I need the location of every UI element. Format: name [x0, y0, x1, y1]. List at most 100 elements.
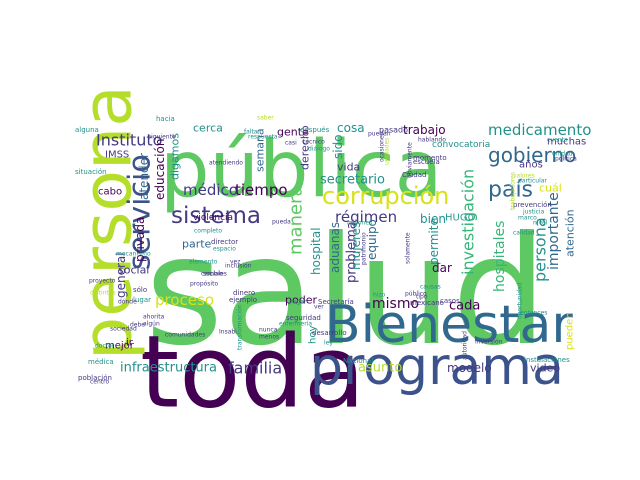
cloud-word: proyecto — [89, 278, 116, 285]
cloud-word: valores — [513, 173, 535, 180]
cloud-word: hacia — [156, 115, 175, 123]
cloud-word: poder — [285, 294, 317, 307]
cloud-word: lugar — [133, 296, 151, 304]
cloud-word: ver — [314, 304, 324, 311]
cloud-word: sociales — [203, 271, 227, 278]
cloud-word: tiempo — [235, 181, 288, 199]
cloud-word: privada — [133, 217, 147, 262]
cloud-word: violencia — [193, 213, 233, 223]
cloud-word: gobierno — [488, 143, 576, 167]
cloud-word: familia — [228, 359, 282, 378]
cloud-word: puedan — [368, 131, 391, 138]
cloud-word: asunto — [358, 361, 402, 376]
cloud-word: Secretaría — [318, 298, 354, 306]
cloud-word: pagar — [289, 299, 307, 306]
cloud-word: menos — [259, 334, 279, 341]
cloud-word: seguridad — [286, 314, 321, 322]
cloud-word: cuál — [539, 182, 562, 195]
cloud-word: derecho — [299, 125, 312, 170]
cloud-word: Bienestar — [325, 295, 573, 355]
cloud-word: dinero — [233, 289, 255, 297]
cloud-word: médico — [183, 181, 238, 199]
cloud-word: cosa — [337, 121, 365, 135]
cloud-word: convocatoria — [432, 140, 490, 150]
cloud-word: social — [118, 264, 149, 277]
cloud-word: manera — [286, 186, 307, 255]
cloud-word: unidad — [552, 151, 573, 158]
cloud-word: gente — [277, 126, 309, 139]
cloud-word: modelo — [447, 361, 492, 375]
cloud-word: hablando — [418, 137, 446, 144]
cloud-word: programa — [310, 337, 564, 397]
cloud-word: marco — [518, 215, 537, 222]
cloud-word: inclusión — [225, 263, 252, 270]
cloud-word: bien — [420, 212, 446, 226]
cloud-word: entonces — [520, 310, 547, 317]
cloud-word: nunca — [259, 327, 278, 334]
cloud-word: atendiendo — [209, 160, 243, 167]
cloud-word: secretario — [320, 173, 385, 188]
cloud-word: hospitales — [492, 221, 508, 292]
cloud-word: atención — [564, 209, 577, 257]
cloud-word: escuela — [413, 158, 440, 166]
cloud-word: respuesta — [248, 134, 278, 141]
cloud-word: digamos — [169, 133, 182, 180]
cloud-word: espacio — [213, 246, 236, 253]
cloud-word: cerca — [193, 122, 223, 135]
cloud-word: centro — [90, 379, 109, 386]
cloud-word: saber — [257, 115, 274, 122]
cloud-word: doctor — [95, 343, 115, 350]
cloud-word: solamente — [405, 232, 412, 264]
cloud-word: comunidades — [165, 332, 205, 339]
cloud-word: política — [555, 156, 577, 163]
cloud-word: Nacional — [343, 357, 373, 365]
cloud-word: prevención — [513, 201, 552, 209]
cloud-word: semana — [254, 128, 267, 172]
cloud-word: autoridad — [462, 331, 469, 360]
cloud-word: momento — [413, 154, 447, 162]
cloud-word: público — [405, 291, 427, 298]
cloud-word: justicia — [522, 209, 545, 216]
cloud-word: años — [519, 160, 543, 171]
cloud-word: salud — [145, 205, 547, 379]
cloud-word: elemento — [189, 259, 218, 266]
cloud-word: proceso — [155, 291, 214, 309]
cloud-word: investigación — [459, 169, 478, 275]
cloud-word: Ciudad — [402, 171, 426, 179]
cloud-word: hospital — [309, 227, 323, 275]
cloud-word: hizo — [373, 292, 386, 299]
cloud-word: permite — [427, 218, 441, 265]
cloud-word: hoy — [308, 326, 319, 344]
cloud-word: después — [300, 126, 330, 134]
cloud-word: persona — [531, 217, 550, 282]
cloud-word: situación — [75, 168, 107, 176]
cloud-word: mejor — [105, 341, 135, 352]
cloud-word: completo — [194, 228, 222, 235]
cloud-word: particular — [518, 178, 547, 185]
cloud-word: sociedad — [110, 326, 137, 333]
cloud-word: muchas — [547, 137, 586, 148]
cloud-word: desarrollo — [312, 329, 347, 337]
cloud-word: cuenta — [547, 137, 568, 144]
cloud-word: ocasiones — [379, 132, 386, 162]
cloud-word: millones — [347, 220, 372, 227]
cloud-word: causas — [420, 284, 441, 291]
cloud-word: patrimonio — [361, 232, 368, 265]
cloud-word: pueda — [272, 219, 291, 226]
cloud-word: casi — [285, 140, 297, 147]
cloud-word: persona — [69, 85, 148, 360]
cloud-word: vida — [337, 161, 360, 174]
cloud-word: debe — [130, 322, 145, 329]
cloud-word: distintas — [90, 290, 116, 297]
cloud-word: educación — [153, 139, 167, 200]
cloud-word: unidades — [384, 138, 391, 165]
cloud-word: dónde — [118, 299, 137, 306]
cloud-word: cambio — [201, 271, 223, 278]
cloud-word: sólo — [133, 286, 147, 294]
cloud-word: director — [211, 238, 238, 246]
cloud-word: Insabi — [219, 329, 237, 336]
cloud-word: pública — [160, 125, 442, 215]
cloud-word: dar — [432, 261, 452, 275]
cloud-word: parte — [182, 238, 212, 251]
